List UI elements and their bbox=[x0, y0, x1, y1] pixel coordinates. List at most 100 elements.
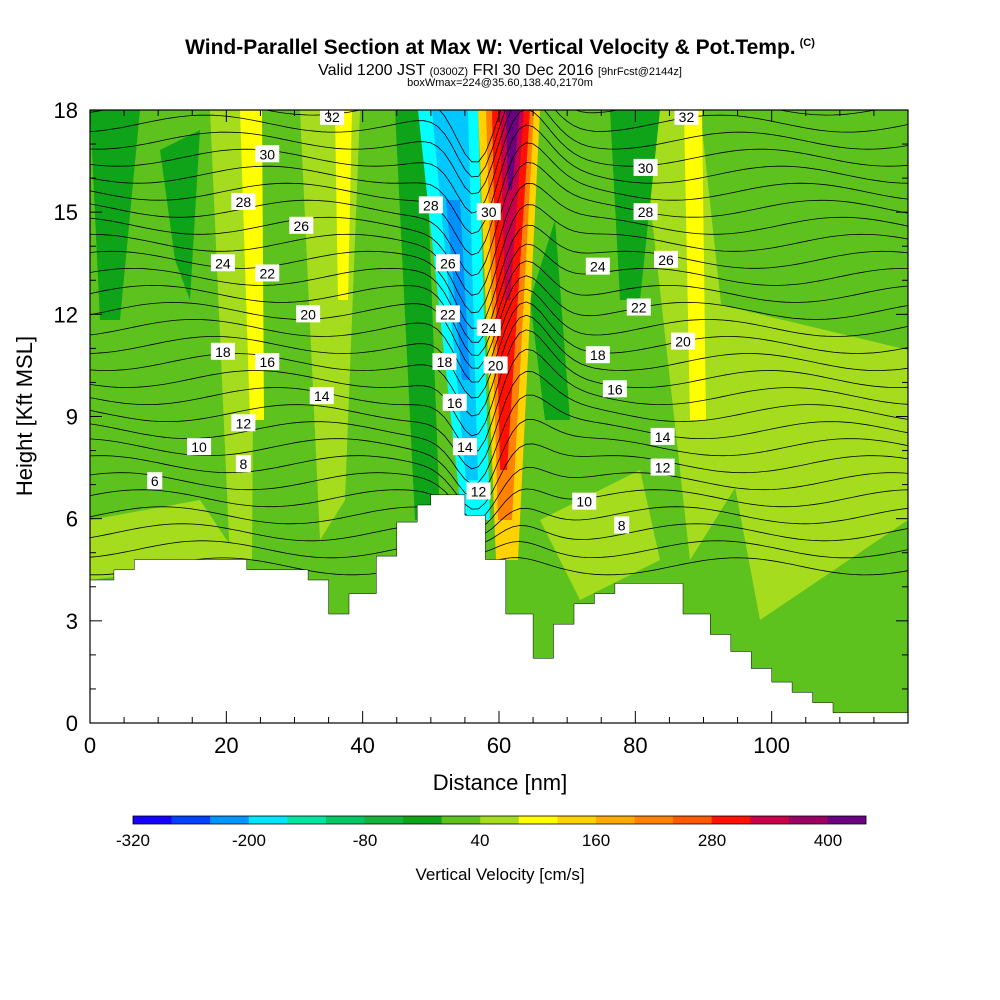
contour-label-box bbox=[650, 458, 675, 476]
colorbar-tick-label: 280 bbox=[698, 831, 726, 850]
colorbar-swatch bbox=[518, 816, 558, 824]
contour-label-text: 14 bbox=[655, 429, 671, 445]
y-tick-label: 3 bbox=[66, 609, 78, 634]
dark-green-streak-5 bbox=[530, 220, 570, 420]
contour-label-text: 10 bbox=[191, 439, 207, 455]
axes: 0 20 40 60 80 100 0 3 6 9 12 15 18 bbox=[54, 98, 908, 758]
contour-label-text: 30 bbox=[481, 204, 497, 220]
updraft-crimson bbox=[500, 110, 524, 300]
theta-contour-line bbox=[90, 243, 908, 343]
colorbar-swatch bbox=[171, 816, 211, 824]
contour-label-box bbox=[483, 356, 508, 374]
contour-label-text: 8 bbox=[239, 456, 247, 472]
forecast-info: [9hrFcst@2144z] bbox=[597, 66, 682, 78]
contour-labels: 6 10 8 12 14 16 18 20 22 24 26 28 30 32 28 26 22 18 16 14 12… bbox=[147, 107, 699, 534]
contour-label-text: 18 bbox=[437, 354, 453, 370]
contour-label-box bbox=[476, 318, 501, 336]
contour-label-box bbox=[296, 305, 321, 323]
x-tick-label: 100 bbox=[753, 733, 790, 758]
copyright-mark: (C) bbox=[799, 37, 815, 49]
contour-label-box bbox=[626, 298, 651, 316]
valid-date: FRI 30 Dec 2016 bbox=[472, 62, 594, 79]
colorbar-swatch bbox=[364, 816, 404, 824]
contour-label: 26 bbox=[289, 216, 314, 234]
colorbar: -320 -200 -80 40 160 280 400 bbox=[116, 815, 867, 850]
contour-label-box bbox=[231, 414, 256, 432]
x-tick-label: 60 bbox=[487, 733, 511, 758]
colorbar-swatch bbox=[634, 816, 674, 824]
contour-label-box bbox=[255, 264, 280, 282]
y-tick-label: 18 bbox=[54, 98, 78, 123]
contour-label: 20 bbox=[671, 332, 696, 350]
contour-label-text: 12 bbox=[471, 483, 487, 499]
colorbar-swatch bbox=[595, 816, 635, 824]
theta-contour-line bbox=[90, 540, 908, 559]
contour-label-box bbox=[147, 472, 163, 490]
contour-label-box bbox=[418, 196, 443, 214]
contour-label-box bbox=[210, 342, 235, 360]
contour-label-text: 12 bbox=[655, 460, 671, 476]
colorbar-tick-label: -80 bbox=[353, 831, 378, 850]
contour-label-box bbox=[435, 254, 460, 272]
contour-label: 10 bbox=[187, 438, 212, 456]
theta-contour-line bbox=[90, 204, 908, 314]
light-green-region-right bbox=[700, 300, 908, 620]
contour-label-text: 6 bbox=[151, 473, 159, 489]
contour-label: 16 bbox=[442, 393, 467, 411]
contour-label-box bbox=[650, 427, 675, 445]
contour-label: 14 bbox=[309, 387, 334, 405]
theta-contour-line bbox=[90, 110, 908, 214]
terrain bbox=[90, 494, 908, 723]
contour-label-text: 32 bbox=[679, 109, 695, 125]
contour-label: 26 bbox=[435, 254, 460, 272]
contour-label-text: 28 bbox=[236, 194, 252, 210]
contour-label-text: 28 bbox=[423, 197, 439, 213]
colorbar-swatch bbox=[210, 816, 250, 824]
contour-label: 12 bbox=[231, 414, 256, 432]
contour-label: 24 bbox=[210, 254, 235, 272]
contour-label: 16 bbox=[255, 353, 280, 371]
contour-label: 28 bbox=[418, 196, 443, 214]
contour-label-text: 14 bbox=[314, 388, 330, 404]
utc-time: (0300Z) bbox=[429, 66, 469, 78]
contour-label-text: 26 bbox=[658, 252, 674, 268]
colorbar-tick-label: 400 bbox=[814, 831, 842, 850]
contour-label: 16 bbox=[602, 380, 627, 398]
contour-label: 10 bbox=[572, 492, 597, 510]
y-tick-label: 12 bbox=[54, 302, 78, 327]
contour-label: 12 bbox=[466, 482, 491, 500]
contour-label-text: 26 bbox=[440, 255, 456, 271]
contour-label-text: 8 bbox=[618, 517, 626, 533]
contour-label-text: 12 bbox=[236, 415, 252, 431]
contour-label: 26 bbox=[654, 250, 679, 268]
contour-label: 20 bbox=[296, 305, 321, 323]
colorbar-swatch bbox=[557, 816, 597, 824]
contour-label-box bbox=[210, 254, 235, 272]
contour-label-text: 30 bbox=[638, 160, 654, 176]
contour-label-box bbox=[585, 346, 610, 364]
theta-contour-line bbox=[90, 488, 908, 529]
colorbar-swatch bbox=[248, 816, 288, 824]
colorbar-swatch bbox=[480, 816, 520, 824]
theta-contour-line bbox=[90, 329, 908, 437]
theta-contour-line bbox=[90, 142, 908, 256]
contour-label: 14 bbox=[452, 438, 477, 456]
theta-contour-line bbox=[90, 124, 908, 235]
contour-label-box bbox=[235, 455, 251, 473]
contour-label-box bbox=[466, 482, 491, 500]
downdraft-blue bbox=[446, 200, 470, 380]
x-tick-label: 40 bbox=[350, 733, 374, 758]
theta-contour-line bbox=[90, 370, 908, 470]
y-tick-label: 0 bbox=[66, 711, 78, 736]
y-tick-label: 9 bbox=[66, 405, 78, 430]
contour-label-box bbox=[602, 380, 627, 398]
contour-label-text: 24 bbox=[590, 259, 606, 275]
theta-contour-line bbox=[90, 110, 908, 195]
contour-label-text: 32 bbox=[324, 109, 340, 125]
contour-label: 30 bbox=[633, 158, 658, 176]
colorbar-swatch bbox=[133, 816, 172, 824]
y-axis-label: Height [Kft MSL] bbox=[12, 336, 37, 496]
title-text: Wind-Parallel Section at Max W: Vertical… bbox=[185, 36, 796, 59]
colorbar-frame bbox=[132, 815, 867, 825]
